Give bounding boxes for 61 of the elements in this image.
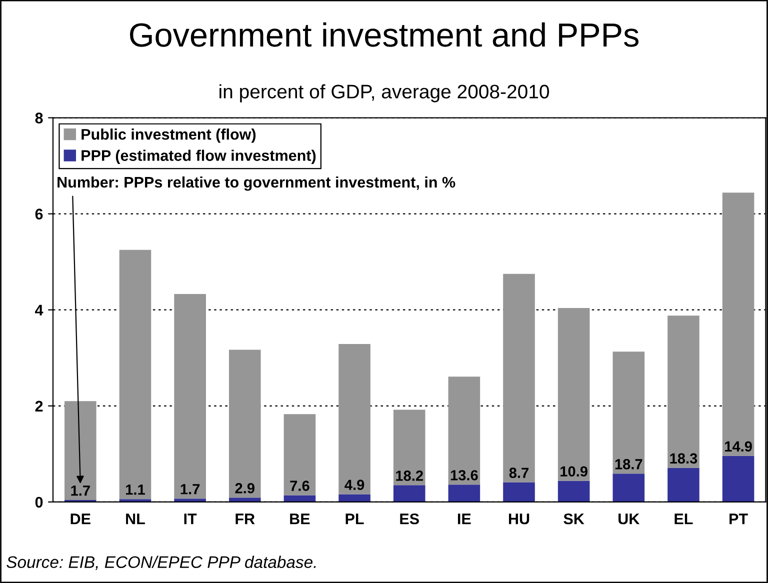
legend-label: PPP (estimated flow investment) bbox=[82, 150, 316, 164]
bar bbox=[64, 401, 96, 500]
annotation: 1.7 bbox=[71, 486, 90, 496]
x-tick-label: PT bbox=[730, 514, 748, 524]
chart-title: Government investment and PPPs bbox=[130, 22, 638, 47]
annotation: 18.2 bbox=[396, 470, 423, 481]
bar bbox=[338, 494, 370, 502]
x-tick-label: IE bbox=[458, 514, 471, 524]
bar bbox=[338, 344, 370, 494]
annotation: 4.9 bbox=[344, 480, 364, 490]
bar bbox=[668, 316, 700, 468]
bar bbox=[503, 274, 535, 482]
annotation: 8.7 bbox=[509, 468, 528, 478]
x-tick-label: HU bbox=[508, 514, 530, 524]
bar bbox=[668, 468, 700, 502]
source-note: Source: EIB, ECON/EPEC PPP database. bbox=[6, 556, 316, 570]
annotation: 2.9 bbox=[235, 483, 254, 494]
bar bbox=[174, 294, 206, 499]
x-tick-label: NL bbox=[126, 514, 145, 524]
annotation: 1.7 bbox=[180, 484, 200, 494]
x-tick-label: IT bbox=[184, 514, 197, 524]
annotation: 10.9 bbox=[560, 466, 588, 477]
bar bbox=[228, 498, 261, 502]
bar bbox=[448, 376, 480, 485]
bar bbox=[228, 350, 261, 498]
bar bbox=[722, 456, 754, 502]
y-tick-label: 0 bbox=[35, 496, 43, 508]
bar bbox=[612, 352, 645, 474]
bar bbox=[393, 410, 426, 486]
x-tick-label: SK bbox=[564, 513, 584, 524]
y-tick-label: 2 bbox=[35, 400, 43, 412]
bar bbox=[284, 495, 316, 502]
bar bbox=[284, 414, 316, 496]
annotation: 13.6 bbox=[450, 470, 478, 480]
chart-subtitle: in percent of GDP, average 2008-2010 bbox=[220, 84, 550, 102]
bar bbox=[503, 482, 535, 502]
legend-label: Public investment (flow) bbox=[82, 128, 256, 143]
annotation: 18.3 bbox=[670, 453, 698, 464]
bar bbox=[448, 484, 480, 502]
y-tick-label: 8 bbox=[35, 112, 43, 124]
bar bbox=[612, 474, 645, 502]
bar bbox=[722, 192, 754, 456]
x-tick-label: EL bbox=[674, 514, 693, 524]
bar bbox=[558, 480, 590, 502]
annotation: 1.1 bbox=[126, 484, 145, 495]
x-tick-label: ES bbox=[400, 513, 419, 524]
x-tick-label: BE bbox=[290, 514, 310, 524]
annotation: Number: PPPs relative to government investment, in % bbox=[58, 176, 456, 191]
annotation: 7.6 bbox=[290, 480, 310, 491]
x-tick-label: PL bbox=[346, 514, 364, 524]
y-tick-label: 4 bbox=[35, 304, 44, 316]
bar bbox=[393, 485, 426, 502]
y-tick-label: 6 bbox=[35, 208, 43, 220]
x-tick-label: FR bbox=[236, 514, 255, 524]
x-tick-label: DE bbox=[70, 514, 90, 524]
bar bbox=[558, 308, 590, 481]
x-tick-label: UK bbox=[618, 514, 640, 524]
bar bbox=[174, 498, 206, 502]
annotation: 14.9 bbox=[725, 441, 752, 452]
bar bbox=[119, 250, 152, 500]
annotation: 18.7 bbox=[615, 459, 642, 470]
